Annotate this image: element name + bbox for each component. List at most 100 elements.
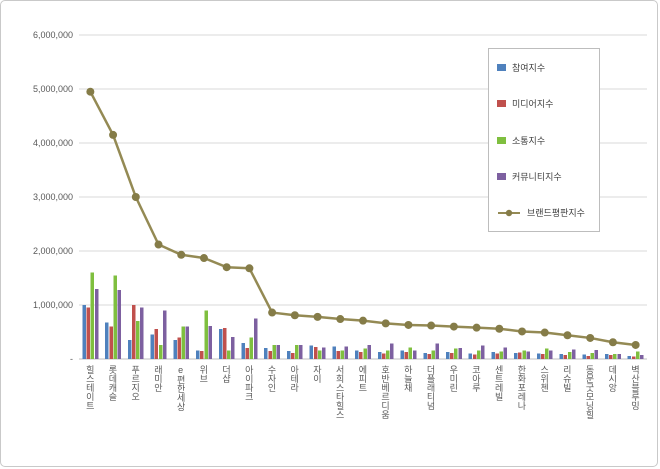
line-marker — [449, 322, 458, 331]
bar-참여지수 — [355, 350, 359, 359]
bar-미디어지수 — [518, 352, 522, 359]
bar-참여지수 — [264, 348, 268, 359]
line-marker — [359, 316, 367, 325]
line-marker — [245, 264, 254, 273]
y-tick-label: 1,000,000 — [33, 300, 73, 310]
y-tick-label: 6,000,000 — [33, 30, 73, 40]
bar-미디어지수 — [200, 350, 204, 359]
legend-label: 참여지수 — [512, 63, 546, 73]
legend-swatch — [497, 136, 506, 144]
bar-소통지수 — [113, 275, 117, 359]
bar-커뮤니티지수 — [344, 346, 349, 359]
bar-참여지수 — [286, 350, 291, 359]
bar-커뮤니티지수 — [481, 345, 485, 359]
bar-커뮤니티지수 — [435, 343, 440, 359]
line-marker — [131, 193, 140, 201]
line-marker — [86, 87, 95, 96]
bar-미디어지수 — [336, 350, 340, 359]
bar-참여지수 — [332, 346, 336, 359]
bar-커뮤니티지수 — [617, 354, 621, 359]
line-marker — [404, 320, 413, 329]
bar-커뮤니티지수 — [458, 348, 462, 359]
bar-미디어지수 — [291, 353, 295, 359]
bar-커뮤니티지수 — [390, 343, 394, 359]
bar-소통지수 — [613, 354, 617, 359]
bar-커뮤니티지수 — [571, 349, 576, 359]
bar-커뮤니티지수 — [276, 344, 281, 359]
legend-item: 소통지수 — [497, 134, 591, 147]
legend-label: 미디어지수 — [512, 99, 554, 110]
y-tick-label: - — [70, 354, 73, 364]
bar-커뮤니티지수 — [162, 310, 167, 359]
legend-item: 미디어지수 — [497, 97, 591, 110]
bar-참여지수 — [241, 342, 245, 359]
bar-미디어지수 — [109, 326, 113, 359]
bar-참여지수 — [514, 353, 518, 359]
legend-swatch — [497, 100, 506, 108]
bar-미디어지수 — [563, 355, 568, 359]
bar-참여지수 — [218, 328, 223, 359]
legend-label: 소통지수 — [512, 135, 546, 146]
bar-소통지수 — [635, 351, 640, 359]
legend-swatch — [497, 172, 506, 180]
bar-참여지수 — [445, 351, 450, 359]
bar-참여지수 — [423, 353, 427, 359]
y-tick-label: 3,000,000 — [33, 192, 73, 202]
line-marker — [154, 240, 163, 249]
bar-참여지수 — [82, 305, 86, 359]
legend-item: 브랜드평판지수 — [497, 206, 591, 219]
bar-미디어지수 — [427, 354, 431, 359]
line-marker — [563, 331, 572, 340]
bar-소통지수 — [454, 348, 458, 359]
bar-미디어지수 — [359, 351, 363, 359]
bar-참여지수 — [400, 350, 405, 359]
bar-소통지수 — [204, 310, 208, 359]
line-marker — [109, 130, 118, 139]
line-marker — [336, 315, 345, 324]
line-marker — [290, 311, 299, 320]
bar-커뮤니티지수 — [185, 326, 190, 359]
bar-참여지수 — [559, 354, 564, 359]
bar-소통지수 — [499, 351, 504, 359]
bar-소통지수 — [317, 350, 322, 359]
legend-label: 브랜드평판지수 — [527, 208, 585, 218]
bar-커뮤니티지수 — [253, 318, 258, 359]
bar-미디어지수 — [495, 353, 500, 359]
bar-커뮤니티지수 — [526, 351, 530, 359]
bar-커뮤니티지수 — [549, 350, 553, 359]
bar-커뮤니티지수 — [503, 347, 508, 359]
bar-참여지수 — [196, 350, 200, 359]
bar-커뮤니티지수 — [321, 347, 326, 359]
bar-소통지수 — [136, 321, 140, 359]
bar-미디어지수 — [472, 354, 477, 359]
bar-미디어지수 — [404, 351, 409, 359]
bar-미디어지수 — [177, 337, 181, 359]
y-tick-label: 4,000,000 — [33, 138, 73, 148]
line-marker — [313, 312, 322, 321]
bar-소통지수 — [408, 347, 413, 359]
bar-소통지수 — [522, 350, 526, 359]
bar-소통지수 — [567, 351, 572, 359]
bar-소통지수 — [295, 344, 299, 359]
line-marker — [177, 250, 186, 259]
bar-소통지수 — [272, 344, 276, 359]
bar-미디어지수 — [154, 328, 159, 359]
bar-소통지수 — [476, 350, 481, 359]
bar-커뮤니티지수 — [231, 336, 235, 359]
y-tick-label: 5,000,000 — [33, 84, 73, 94]
bar-소통지수 — [181, 326, 186, 359]
bar-소통지수 — [340, 350, 345, 359]
bar-소통지수 — [431, 350, 435, 359]
line-marker — [427, 321, 436, 330]
line-marker — [268, 308, 277, 317]
bar-커뮤니티지수 — [367, 344, 371, 359]
line-marker — [222, 263, 231, 272]
bar-커뮤니티지수 — [94, 288, 99, 359]
bar-미디어지수 — [586, 355, 590, 359]
bar-미디어지수 — [222, 328, 227, 359]
bar-미디어지수 — [132, 305, 136, 359]
bar-커뮤니티지수 — [594, 349, 599, 359]
bar-커뮤니티지수 — [140, 307, 144, 359]
legend: 참여지수 미디어지수 소통지수 커뮤니티지수 브랜드평판지수 — [488, 48, 600, 232]
